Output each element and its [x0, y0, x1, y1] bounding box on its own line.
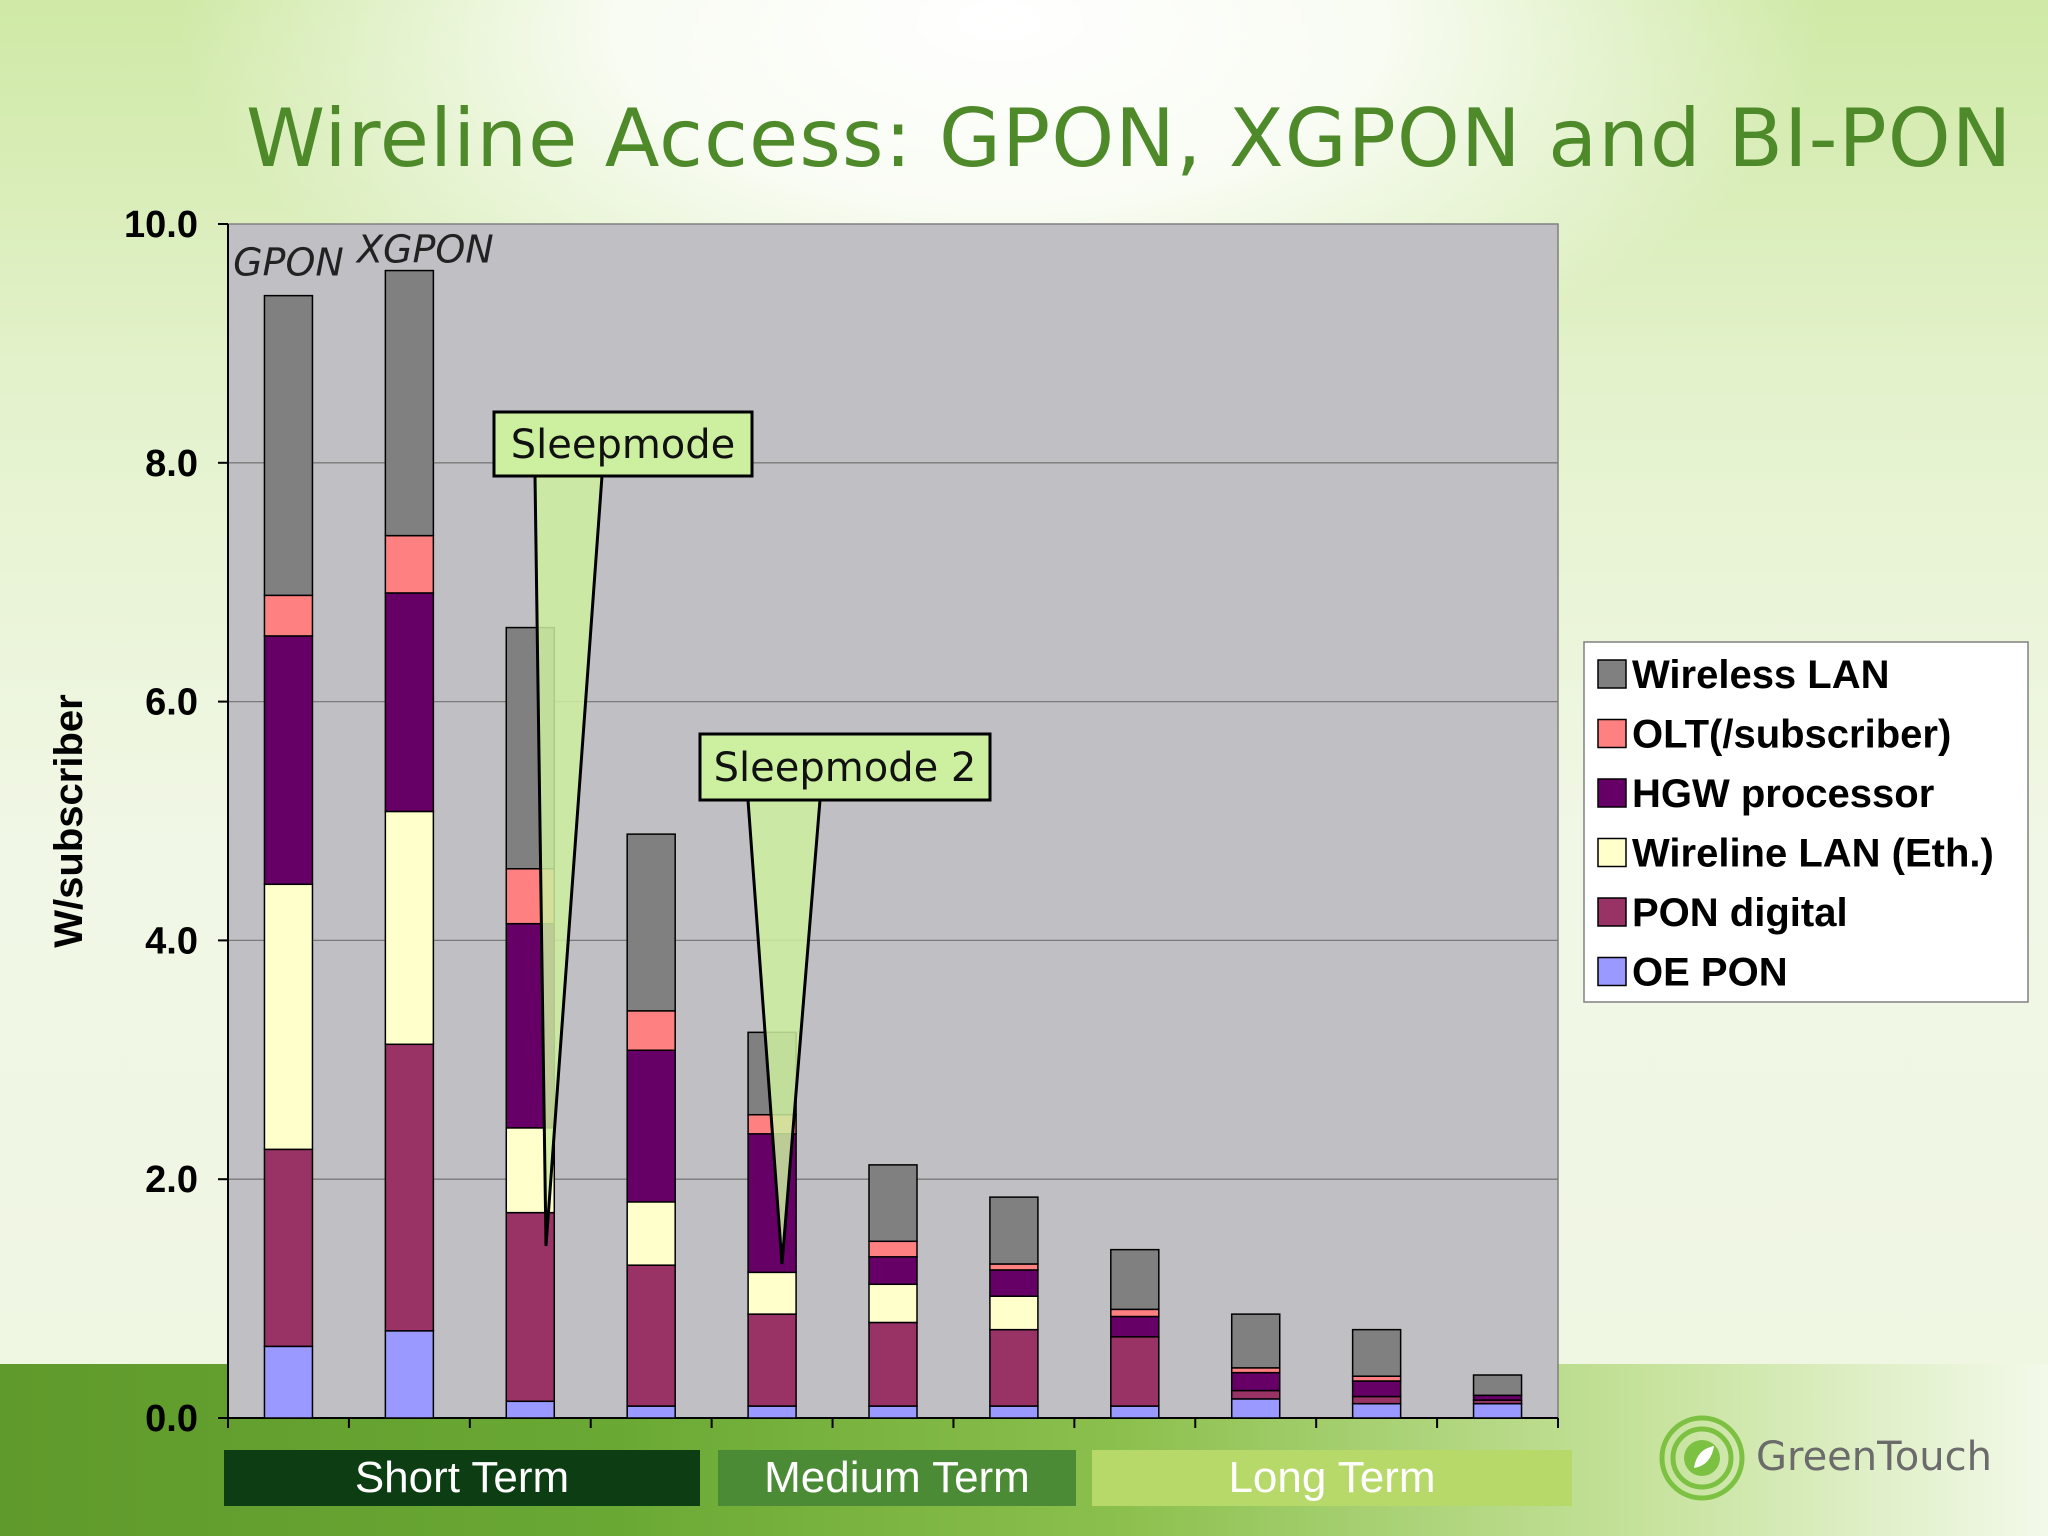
bar-segment	[1110, 1248, 1160, 1311]
bar-segment	[1110, 1315, 1160, 1338]
bar-segment	[989, 1263, 1039, 1271]
bar-segment	[384, 810, 435, 1046]
bar-segment	[989, 1269, 1039, 1297]
callout-box	[492, 410, 754, 478]
term-medium-label: Medium Term	[718, 1450, 1076, 1506]
bar-segment	[263, 883, 314, 1151]
bar-segment	[1230, 1389, 1281, 1400]
bar-segment	[1110, 1336, 1160, 1407]
bar-segment	[868, 1256, 918, 1286]
annotations: Sleepmode Sleepmode 2	[492, 410, 992, 1265]
bar-segment	[747, 1271, 797, 1315]
leaf-swirl-icon	[1659, 1415, 1745, 1501]
bar-segment	[989, 1295, 1039, 1331]
legend-box	[1583, 641, 2029, 1003]
legend-swatch	[1597, 897, 1627, 927]
callout-box	[698, 732, 992, 802]
callout-text: Sleepmode	[511, 422, 736, 468]
bar-label: XGPON	[355, 228, 494, 272]
bar-segment	[626, 1405, 676, 1419]
bar-segment	[384, 1043, 435, 1332]
legend-swatch	[1597, 837, 1627, 868]
y-tick-label: 0.0	[145, 1398, 198, 1440]
y-tick-label: 10.0	[124, 204, 198, 246]
logo-text: GreenTouch	[1756, 1434, 1992, 1480]
y-tick-label: 2.0	[145, 1159, 198, 1201]
axes: 0.0 2.0 4.0 6.0 8.0 10.0 W/subscriber	[47, 204, 1559, 1440]
y-axis-title: W/subscriber	[47, 694, 91, 947]
bar-segment	[868, 1240, 918, 1258]
bar-segment	[1230, 1371, 1281, 1392]
legend-label: OE PON	[1632, 951, 1788, 995]
legend-label: Wireline LAN (Eth.)	[1632, 832, 1994, 876]
bar-segment	[1351, 1395, 1402, 1405]
bar-label: GPON	[233, 241, 344, 285]
bar-segment	[747, 1313, 797, 1407]
legend-swatch	[1597, 956, 1627, 987]
legend-swatch	[1597, 778, 1627, 808]
bar-segment	[989, 1196, 1039, 1265]
bar-segment	[747, 1405, 797, 1419]
bar-segment	[868, 1283, 918, 1324]
bar-segment	[384, 269, 435, 537]
bar-segment	[626, 1010, 676, 1051]
y-tick-label: 6.0	[145, 682, 198, 724]
bar-segment	[384, 592, 435, 813]
legend-label: OLT(/subscriber)	[1632, 713, 1951, 757]
bar-segment	[989, 1328, 1039, 1407]
legend-label: HGW processor	[1632, 772, 1934, 816]
bar-segment	[1110, 1405, 1160, 1419]
legend-label: Wireless LAN	[1632, 653, 1890, 697]
bar-segment	[1230, 1313, 1281, 1369]
bar-segment	[384, 1330, 435, 1419]
bar-segment	[384, 534, 435, 594]
slide-title: Wireline Access: GPON, XGPON and BI-PON	[246, 92, 2013, 185]
bars: GPON XGPON	[233, 228, 1523, 1419]
y-tick-label: 8.0	[145, 443, 198, 485]
bar-segment	[1351, 1380, 1402, 1398]
bar-segment	[989, 1405, 1039, 1419]
legend-swatch	[1597, 718, 1627, 749]
bar-segment	[505, 1400, 556, 1419]
greentouch-logo: GreenTouch	[1656, 1410, 1992, 1510]
bar-segment	[263, 1148, 314, 1348]
bar-segment	[1110, 1308, 1160, 1318]
bar-segment	[626, 1049, 676, 1203]
callout-text: Sleepmode 2	[714, 745, 977, 791]
bar-segment	[1351, 1402, 1402, 1419]
bar-segment	[1472, 1402, 1523, 1419]
legend: Wireless LAN OLT(/subscriber) HGW processo…	[1583, 641, 2029, 1003]
bar-segment	[1472, 1374, 1523, 1397]
bar-segment	[1351, 1328, 1402, 1377]
legend-swatch	[1597, 659, 1627, 689]
bar-segment	[263, 1345, 314, 1419]
legend-label: PON digital	[1632, 891, 1848, 935]
y-tick-label: 4.0	[145, 920, 198, 962]
bar-segment	[868, 1405, 918, 1419]
bar-segment	[1230, 1398, 1281, 1419]
bar-segment	[626, 833, 676, 1012]
bar-segment	[263, 294, 314, 597]
bar-segment	[263, 635, 314, 886]
bar-segment	[263, 594, 314, 637]
bar-segment	[868, 1164, 918, 1243]
bar-segment	[868, 1321, 918, 1407]
term-long-label: Long Term	[1092, 1450, 1572, 1506]
bar-segment	[626, 1201, 676, 1266]
bar-segment	[626, 1264, 676, 1407]
term-short-label: Short Term	[224, 1450, 700, 1506]
